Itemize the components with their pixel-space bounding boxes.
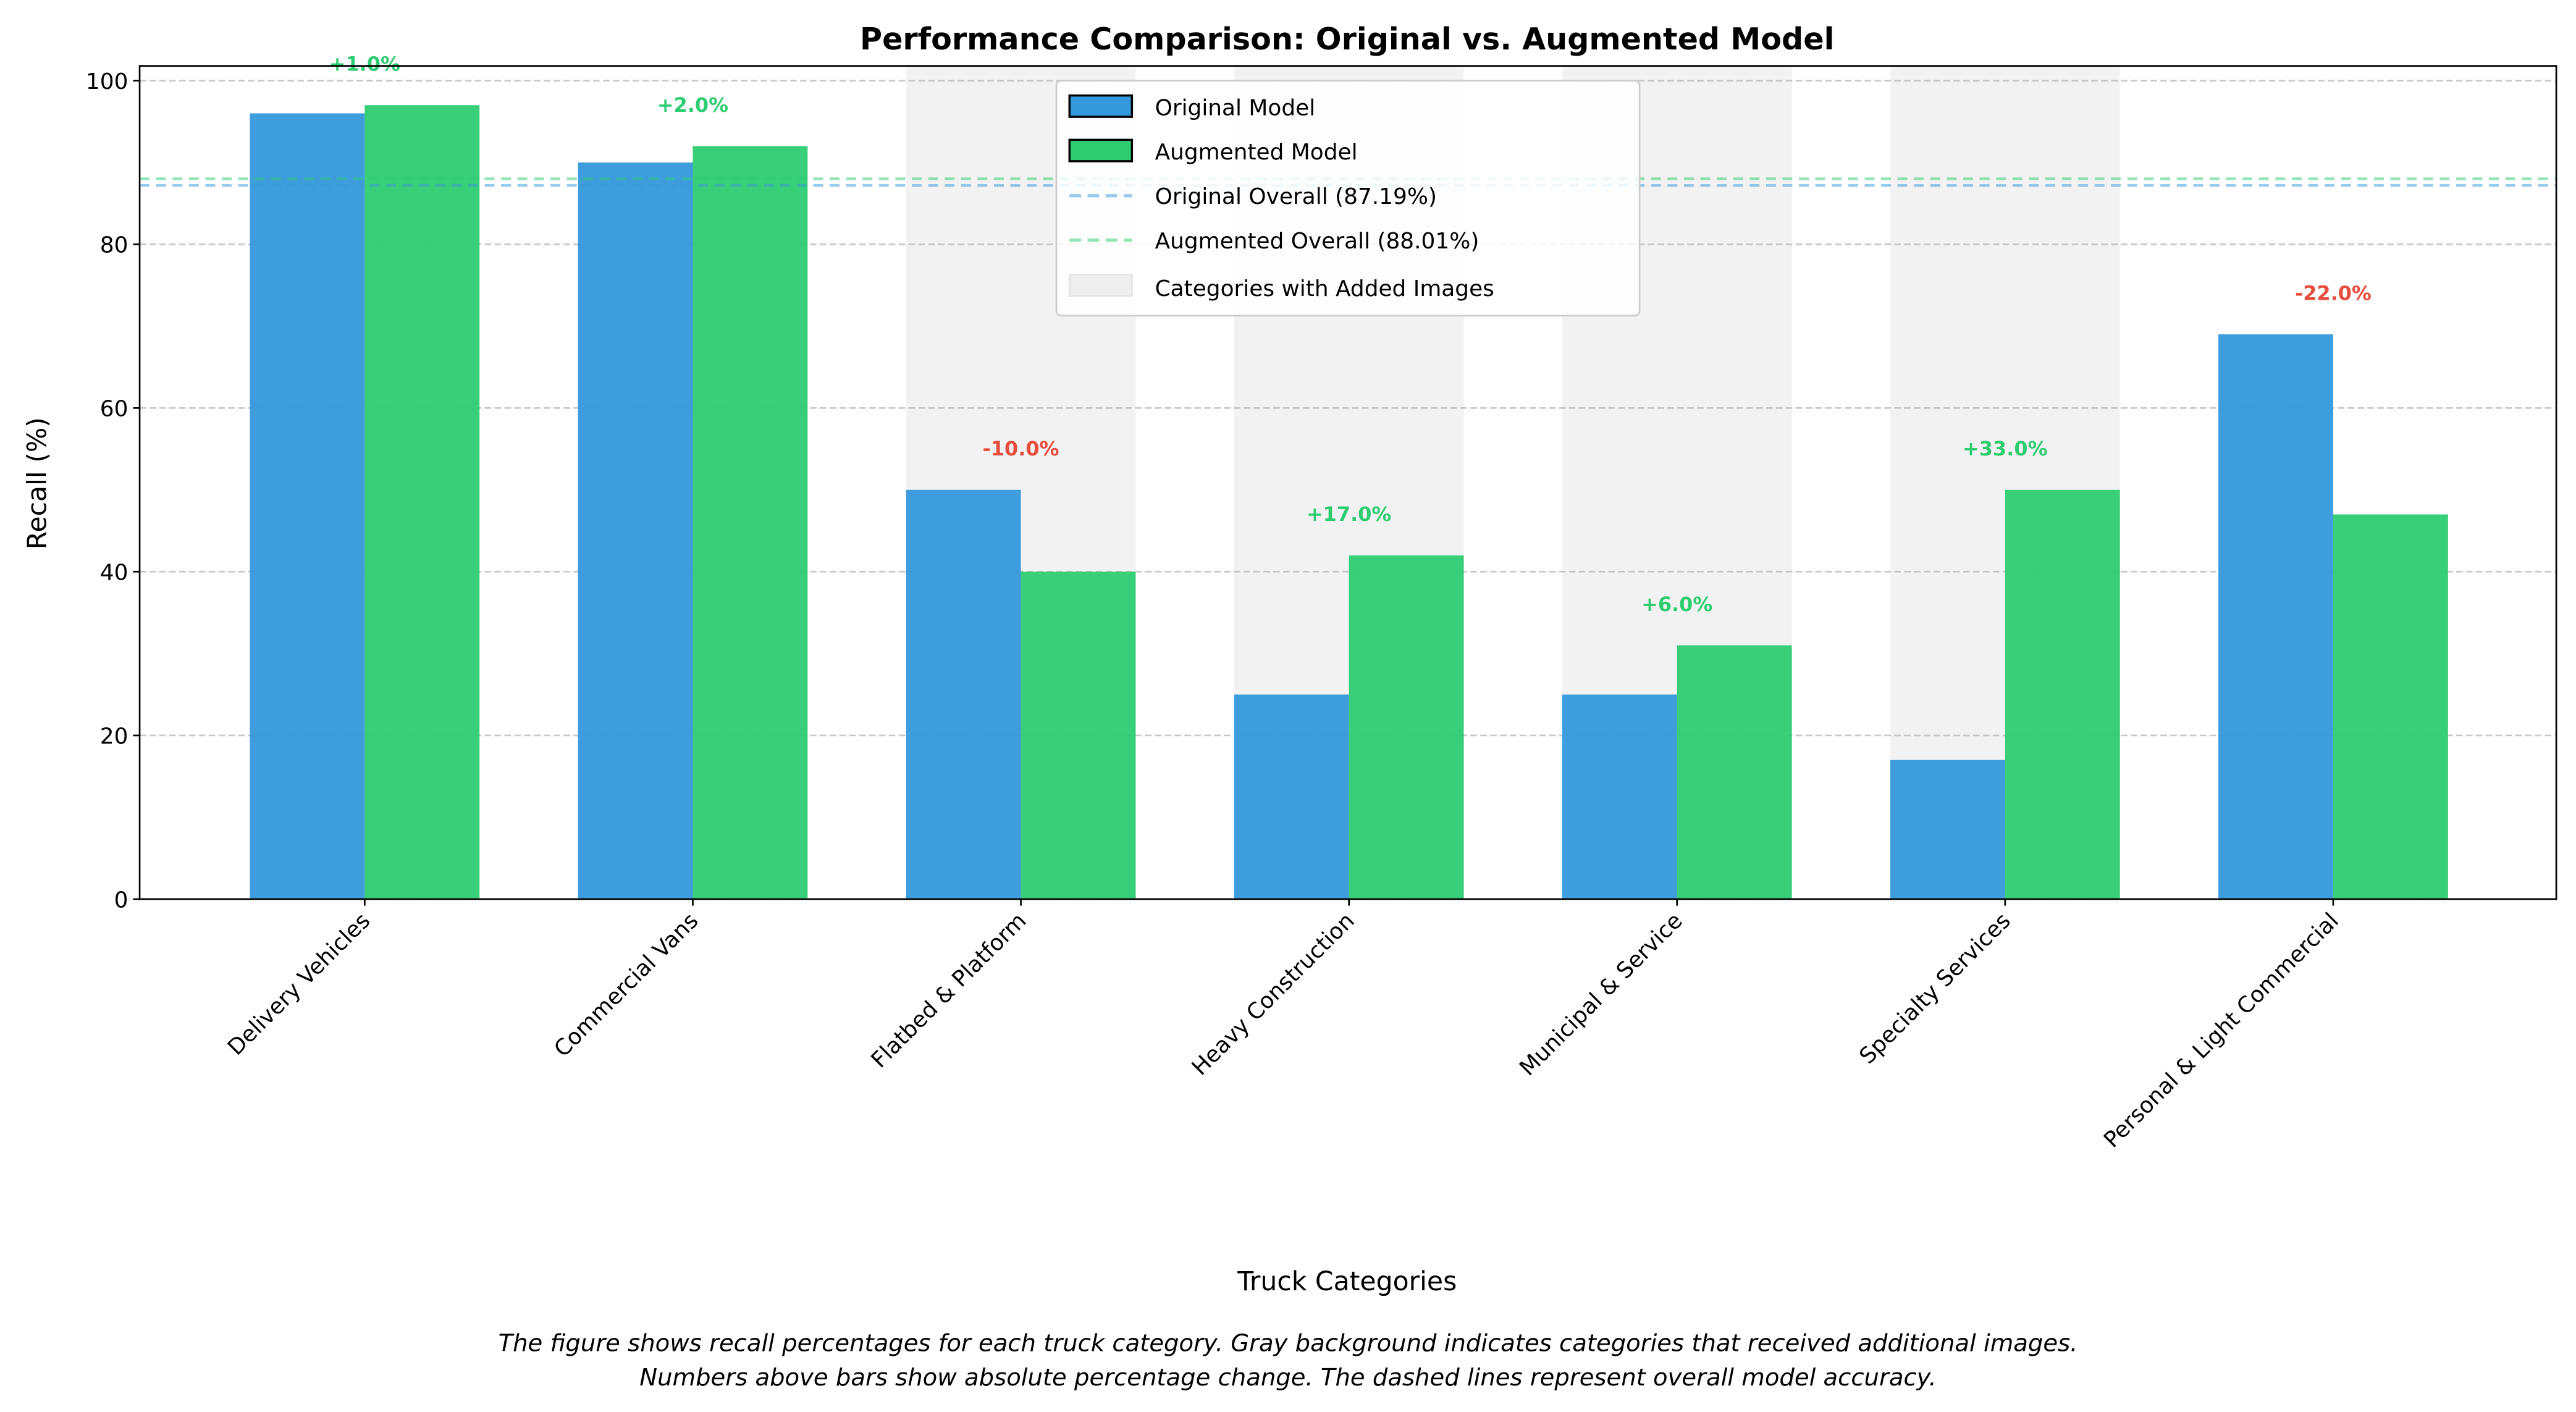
bar-augmented [1021, 572, 1136, 899]
x-tick-label: Personal & Light Commercial [2099, 908, 2344, 1153]
change-label: -22.0% [2295, 281, 2372, 305]
change-label: +6.0% [1641, 593, 1712, 616]
bar-layer [250, 105, 2448, 899]
y-tick-label: 80 [100, 233, 128, 258]
legend-swatch-augmented [1068, 138, 1134, 163]
plot-frame [138, 65, 2557, 900]
change-label: +2.0% [657, 93, 728, 117]
chart-title: Performance Comparison: Original vs. Aug… [860, 21, 1834, 57]
x-tick-label: Delivery Vehicles [223, 908, 375, 1060]
bar-augmented [1349, 555, 1464, 899]
y-tick-label: 0 [114, 887, 128, 913]
legend-label-original-overall: Original Overall (87.19%) [1155, 184, 1437, 209]
bar-augmented [2005, 489, 2120, 899]
y-tick-label: 40 [100, 560, 128, 585]
x-tick-label: Heavy Construction [1187, 908, 1360, 1081]
x-axis-label: Truck Categories [1237, 1267, 1457, 1297]
x-tick-label: Flatbed & Platform [867, 908, 1032, 1073]
legend-label-original: Original Model [1155, 95, 1316, 120]
change-labels: +1.0% +2.0% -10.0% +17.0% +6.0% +33.0% -22.0% [329, 53, 2372, 616]
change-label: +33.0% [1963, 437, 2047, 460]
change-label: +17.0% [1307, 502, 1391, 526]
legend-swatch-original [1068, 94, 1134, 118]
bar-augmented [364, 105, 480, 899]
y-tick-label: 60 [100, 397, 128, 422]
legend-label-augmented: Augmented Model [1155, 140, 1358, 165]
bar-augmented [692, 146, 808, 899]
legend-label-augmented-overall: Augmented Overall (88.01%) [1155, 229, 1480, 254]
bar-original [250, 113, 365, 899]
bar-original [578, 162, 693, 899]
bar-original [2218, 334, 2333, 899]
bar-augmented [1677, 645, 1792, 899]
bar-original [1234, 694, 1349, 899]
legend-swatch-highlight [1068, 274, 1133, 297]
change-label: +1.0% [329, 53, 400, 76]
bar-original [1890, 759, 2005, 899]
change-label: -10.0% [983, 437, 1059, 460]
y-axis-label: Recall (%) [22, 417, 53, 549]
y-tick-label: 100 [86, 69, 128, 95]
x-tick-label: Commercial Vans [549, 908, 703, 1062]
caption-line-1: The figure shows recall percentages for … [499, 1329, 2078, 1357]
caption-line-2: Numbers above bars show absolute percent… [639, 1364, 1936, 1392]
bar-augmented [2333, 514, 2448, 899]
x-tick-label: Specialty Services [1854, 908, 2015, 1069]
bar-original [1562, 694, 1677, 899]
y-tick-label: 20 [100, 724, 128, 749]
bar-original [906, 489, 1021, 899]
x-tick-label: Municipal & Service [1515, 908, 1688, 1081]
legend-box [1055, 80, 1641, 317]
legend: Original Model Augmented Model Original … [1055, 80, 1641, 317]
legend-label-highlight: Categories with Added Images [1155, 276, 1494, 302]
